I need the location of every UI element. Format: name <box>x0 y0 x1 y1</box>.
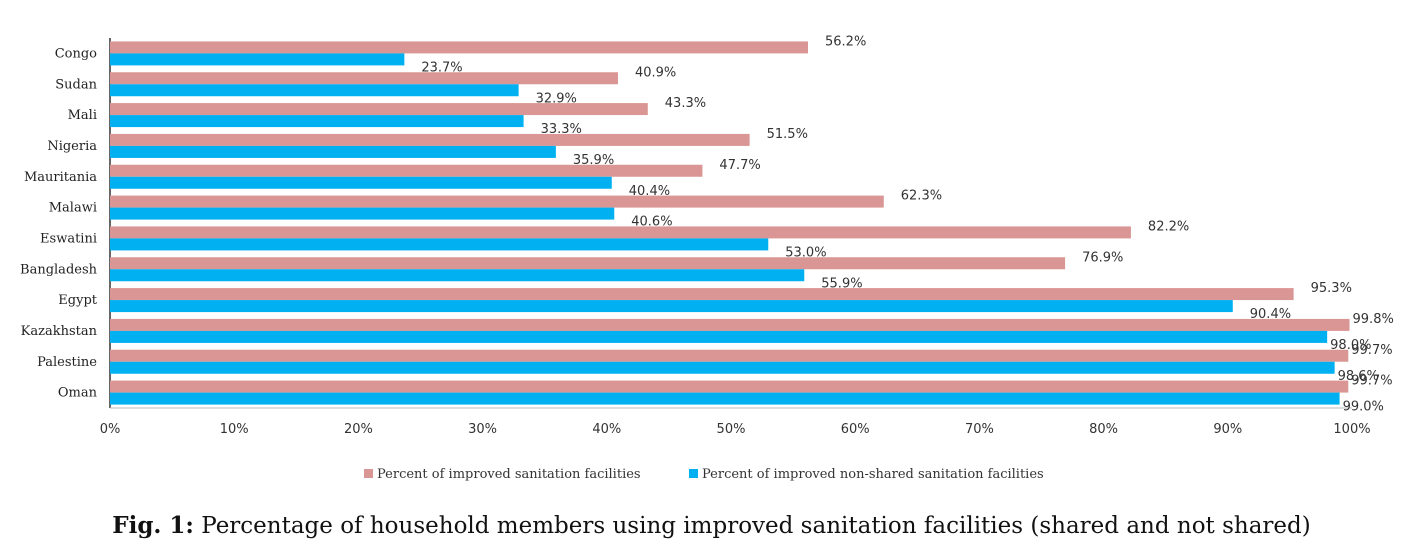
bar-improved <box>110 257 1066 270</box>
legend-swatch-improved <box>364 469 373 478</box>
data-label: 99.7% <box>1351 343 1392 358</box>
category-label: Nigeria <box>47 139 97 154</box>
x-tick-label: 70% <box>965 422 994 437</box>
bar-improved-non-shared <box>110 53 405 66</box>
x-tick-label: 30% <box>468 422 497 437</box>
data-label: 32.9% <box>536 91 577 106</box>
caption-text: Percentage of household members using im… <box>193 513 1311 539</box>
bar-improved-non-shared <box>110 300 1233 313</box>
category-label: Egypt <box>58 293 97 308</box>
data-label: 76.9% <box>1082 250 1123 265</box>
data-label: 99.8% <box>1353 312 1394 327</box>
category-label: Malawi <box>49 201 97 216</box>
bar-improved <box>110 41 809 54</box>
data-label: 40.9% <box>635 65 676 80</box>
bar-improved-non-shared <box>110 115 524 128</box>
data-label: 99.0% <box>1343 400 1384 415</box>
bar-improved <box>110 288 1294 301</box>
bar-improved-non-shared <box>110 269 805 282</box>
bar-improved-non-shared <box>110 145 556 158</box>
bar-improved <box>110 195 884 208</box>
x-tick-label: 40% <box>592 422 621 437</box>
bar-improved-non-shared <box>110 84 519 97</box>
category-label: Eswatini <box>40 231 97 246</box>
x-tick-label: 0% <box>100 422 121 437</box>
category-label: Kazakhstan <box>21 324 98 339</box>
category-label: Congo <box>55 46 97 61</box>
bar-improved-non-shared <box>110 238 769 251</box>
data-label: 98.6% <box>1338 369 1379 384</box>
data-label: 56.2% <box>825 34 866 49</box>
category-label: Oman <box>58 386 98 401</box>
data-label: 33.3% <box>541 122 582 137</box>
bar-chart: Congo Sudan Mali Nigeria Mauritania Malawi Esw… <box>20 34 1394 482</box>
x-tick-label: 50% <box>717 422 746 437</box>
x-tick-label: 80% <box>1089 422 1118 437</box>
bar-improved <box>110 318 1350 331</box>
data-label: 55.9% <box>821 276 862 291</box>
data-label: 40.4% <box>629 184 670 199</box>
bar-improved <box>110 103 648 116</box>
bar-improved-non-shared <box>110 392 1340 405</box>
bar-improved <box>110 380 1349 393</box>
legend-label: Percent of improved sanitation facilitie… <box>377 467 641 482</box>
x-tick-label: 100% <box>1333 422 1370 437</box>
bar-improved-non-shared <box>110 207 615 220</box>
data-label: 82.2% <box>1148 219 1189 234</box>
legend-label: Percent of improved non-shared sanitatio… <box>702 467 1044 482</box>
data-label: 40.6% <box>631 215 672 230</box>
category-label: Sudan <box>55 77 97 92</box>
caption-label: Fig. 1: <box>112 512 194 539</box>
x-tick-label: 60% <box>841 422 870 437</box>
bar-improved-non-shared <box>110 330 1328 343</box>
x-tick-label: 20% <box>344 422 373 437</box>
category-label: Palestine <box>37 355 97 370</box>
data-label: 99.7% <box>1351 374 1392 389</box>
data-label: 43.3% <box>665 96 706 111</box>
figure-caption: Fig. 1: Percentage of household members … <box>0 512 1423 539</box>
x-tick-label: 90% <box>1213 422 1242 437</box>
data-label: 35.9% <box>573 153 614 168</box>
bar-improved-non-shared <box>110 361 1335 374</box>
bar-improved <box>110 164 703 177</box>
data-label: 53.0% <box>785 245 826 260</box>
data-label: 62.3% <box>901 189 942 204</box>
data-label: 51.5% <box>767 127 808 142</box>
bar-improved <box>110 72 618 85</box>
data-label: 47.7% <box>719 158 760 173</box>
bar-improved <box>110 133 750 146</box>
bar-improved <box>110 226 1131 239</box>
data-label: 90.4% <box>1250 307 1291 322</box>
bar-improved-non-shared <box>110 176 612 189</box>
data-label: 98.0% <box>1330 338 1371 353</box>
category-label: Bangladesh <box>20 262 98 277</box>
data-label: 23.7% <box>421 60 462 75</box>
x-tick-label: 10% <box>220 422 249 437</box>
category-label: Mauritania <box>24 170 97 185</box>
legend-swatch-non-shared <box>689 469 698 478</box>
data-label: 95.3% <box>1311 281 1352 296</box>
category-label: Mali <box>68 108 97 123</box>
bar-improved <box>110 349 1349 362</box>
